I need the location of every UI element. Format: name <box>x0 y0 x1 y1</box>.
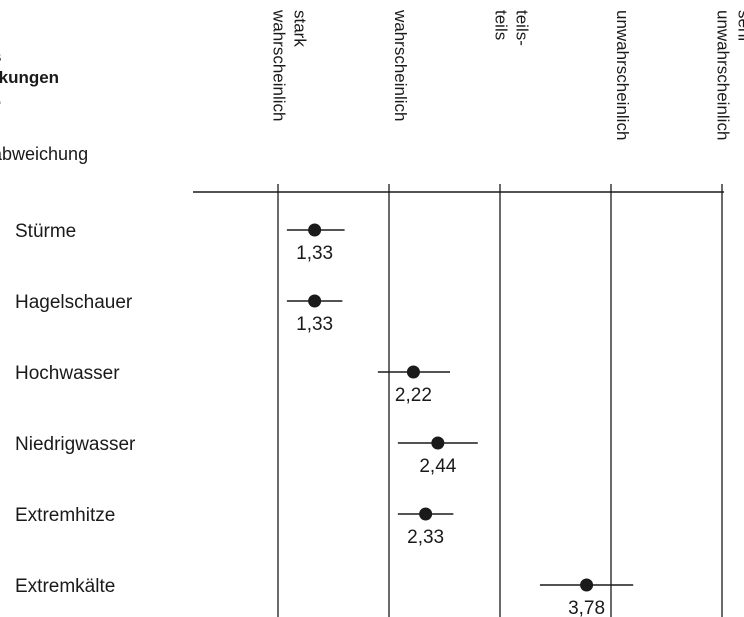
column-label-3-line-2: teils <box>492 10 511 40</box>
value-label-1: 1,33 <box>296 243 333 264</box>
value-label-3: 2,22 <box>395 385 432 406</box>
column-label-4-line-1: unwahrscheinlich <box>613 10 632 140</box>
header-title-line-3: .. <box>0 88 190 109</box>
value-label-4: 2,44 <box>419 456 456 477</box>
value-label-2: 1,33 <box>296 314 333 335</box>
row-label-5: Extremhitze <box>15 505 115 526</box>
column-label-5-line-1: sehr <box>735 10 744 43</box>
column-label-5-line-2: unwahrscheinlich <box>714 10 733 140</box>
data-point-4 <box>431 436 445 450</box>
column-label-1-line-2: wahrscheinlich <box>270 9 289 122</box>
data-point-3 <box>406 365 420 379</box>
row-label-1: Stürme <box>15 221 76 242</box>
column-label-2-line-1: wahrscheinlich <box>391 9 410 122</box>
value-label-5: 2,33 <box>407 527 444 548</box>
row-label-3: Hochwasser <box>15 363 120 384</box>
data-point-1 <box>308 223 322 237</box>
row-label-4: Niedrigwasser <box>15 434 136 455</box>
row-label-6: Extremkälte <box>15 576 115 597</box>
column-label-3-line-1: teils- <box>513 10 532 46</box>
header-subtitle: abweichung <box>0 144 89 164</box>
data-point-2 <box>308 294 322 308</box>
chart-header: s rkungen .. <box>0 46 190 109</box>
data-point-6 <box>580 578 594 592</box>
column-label-1-line-1: stark <box>291 10 310 47</box>
row-label-2: Hagelschauer <box>15 292 133 313</box>
header-title-line-1: s <box>0 46 190 67</box>
value-label-6: 3,78 <box>568 598 605 617</box>
header-title-line-2: rkungen <box>0 68 60 87</box>
data-point-5 <box>419 507 433 521</box>
